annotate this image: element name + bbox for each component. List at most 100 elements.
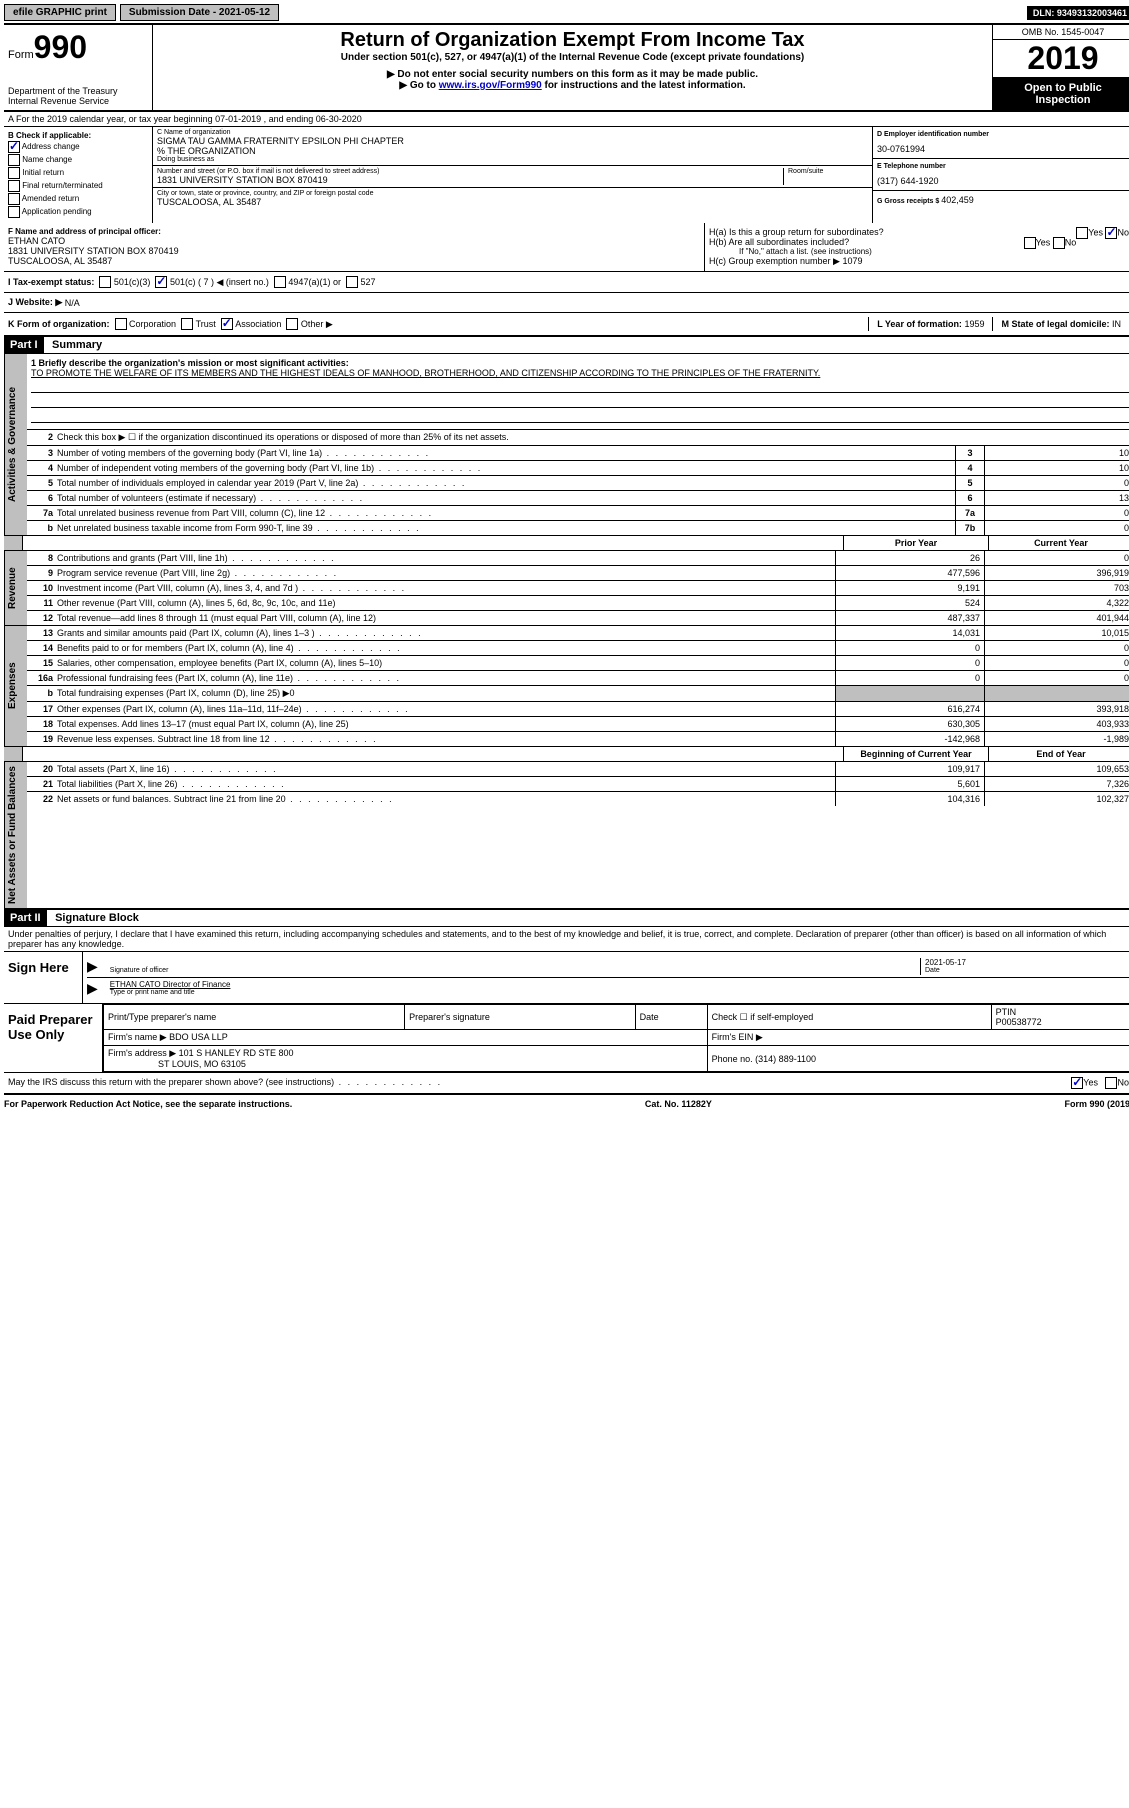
prep-date[interactable]: Date (635, 1005, 707, 1030)
sign-here-block: Sign Here ▶ Signature of officer 2021-05… (4, 952, 1129, 1004)
blank-line (31, 380, 1129, 393)
firm-name-cell: Firm's name ▶ BDO USA LLP (104, 1030, 708, 1046)
tab-governance: Activities & Governance (4, 354, 27, 535)
street-value: 1831 UNIVERSITY STATION BOX 870419 (157, 175, 783, 185)
sig-date-value: 2021-05-17 (925, 958, 1125, 967)
opt-corp: Corporation (129, 319, 176, 329)
hc-value: 1079 (843, 256, 863, 266)
checkbox-icon[interactable] (1024, 237, 1036, 249)
cb-address-change[interactable]: Address change (8, 141, 148, 153)
checkbox-icon[interactable] (181, 318, 193, 330)
checkbox-icon[interactable] (286, 318, 298, 330)
line-num: 4 (27, 461, 55, 475)
line-7b: b Net unrelated business taxable income … (27, 520, 1129, 535)
omb-number: OMB No. 1545-0047 (993, 25, 1129, 40)
curr-val: -1,989 (984, 732, 1129, 746)
prior-val: 477,596 (835, 566, 984, 580)
checkbox-icon[interactable] (346, 276, 358, 288)
checkbox-icon[interactable] (155, 276, 167, 288)
part2-title: Signature Block (49, 910, 145, 926)
line-desc: Total expenses. Add lines 13–17 (must eq… (55, 717, 835, 731)
checkbox-icon[interactable] (1105, 227, 1117, 239)
firm-phone-cell: Phone no. (314) 889-1100 (707, 1046, 1129, 1072)
line-num: 12 (27, 611, 55, 625)
line-18: 18 Total expenses. Add lines 13–17 (must… (27, 716, 1129, 731)
line-2: 2 Check this box ▶ ☐ if the organization… (27, 429, 1129, 445)
ha-row: H(a) Is this a group return for subordin… (709, 227, 1129, 237)
checkbox-icon[interactable] (99, 276, 111, 288)
cb-initial-return[interactable]: Initial return (8, 167, 148, 179)
sign-here-label: Sign Here (4, 952, 83, 1003)
prep-signature[interactable]: Preparer's signature (405, 1005, 635, 1030)
curr-val: 401,944 (984, 611, 1129, 625)
id-right-column: D Employer identification number 30-0761… (872, 127, 1129, 223)
yes-label: Yes (1088, 227, 1103, 237)
line-9: 9 Program service revenue (Part VIII, li… (27, 565, 1129, 580)
officer-addr1: 1831 UNIVERSITY STATION BOX 870419 (8, 246, 700, 256)
line-num: 7a (27, 506, 55, 520)
dln-label: DLN: 93493132003461 (1027, 6, 1129, 20)
prep-print-name[interactable]: Print/Type preparer's name (104, 1005, 405, 1030)
curr-val: 0 (984, 551, 1129, 565)
netassets-content: 20 Total assets (Part X, line 16) 109,91… (27, 762, 1129, 908)
header-right: OMB No. 1545-0047 2019 Open to Public In… (992, 25, 1129, 110)
cb-final-return[interactable]: Final return/terminated (8, 180, 148, 192)
line-box: 7a (955, 506, 984, 520)
opt-other: Other ▶ (301, 319, 333, 330)
sig-officer-field[interactable]: Signature of officer (106, 958, 920, 975)
curr-val: 393,918 (984, 702, 1129, 716)
goto-prefix: ▶ Go to (399, 80, 438, 91)
irs-link[interactable]: www.irs.gov/Form990 (439, 80, 542, 91)
g-label: G Gross receipts $ (877, 198, 941, 205)
prior-val: 524 (835, 596, 984, 610)
checkbox-icon[interactable] (1105, 1077, 1117, 1089)
checkbox-icon[interactable] (1053, 237, 1065, 249)
checkbox-icon[interactable] (274, 276, 286, 288)
line1-label: 1 Briefly describe the organization's mi… (31, 358, 1129, 368)
line-num: 10 (27, 581, 55, 595)
cb-label: Initial return (22, 168, 64, 177)
line-desc: Total revenue—add lines 8 through 11 (mu… (55, 611, 835, 625)
city-label: City or town, state or province, country… (157, 190, 868, 197)
form-subtitle: Under section 501(c), 527, or 4947(a)(1)… (157, 52, 988, 63)
cb-name-change[interactable]: Name change (8, 154, 148, 166)
blank-line (31, 395, 1129, 408)
line-num: 20 (27, 762, 55, 776)
cb-application-pending[interactable]: Application pending (8, 206, 148, 218)
checkbox-icon[interactable] (221, 318, 233, 330)
preparer-table-wrap: Print/Type preparer's name Preparer's si… (103, 1004, 1129, 1072)
firm-name-value: BDO USA LLP (169, 1032, 228, 1042)
phone-label: Phone no. (712, 1054, 756, 1064)
line-val: 0 (984, 476, 1129, 490)
cb-label: Name change (22, 155, 72, 164)
opt-527: 527 (360, 277, 375, 287)
cb-amended-return[interactable]: Amended return (8, 193, 148, 205)
sig-date-label: Date (925, 967, 1125, 974)
l-cell: L Year of formation: 1959 (868, 317, 992, 331)
form-num: 990 (34, 29, 87, 65)
prior-val: -142,968 (835, 732, 984, 746)
prior-val: 0 (835, 641, 984, 655)
line-3: 3 Number of voting members of the govern… (27, 445, 1129, 460)
checkbox-icon (8, 193, 20, 205)
tab-spacer (4, 536, 23, 550)
curr-val: 7,326 (984, 777, 1129, 791)
curr-val: 109,653 (984, 762, 1129, 776)
revenue-content: 8 Contributions and grants (Part VIII, l… (27, 551, 1129, 625)
discuss-label: May the IRS discuss this return with the… (8, 1077, 442, 1089)
line-num: 14 (27, 641, 55, 655)
checkbox-icon[interactable] (1076, 227, 1088, 239)
prep-self-employed[interactable]: Check ☐ if self-employed (707, 1005, 991, 1030)
efile-print-button[interactable]: efile GRAPHIC print (4, 4, 116, 21)
checkbox-icon[interactable] (115, 318, 127, 330)
submission-date-button[interactable]: Submission Date - 2021-05-12 (120, 4, 279, 21)
street-cell: Number and street (or P.O. box if mail i… (153, 166, 872, 188)
checkbox-icon[interactable] (1071, 1077, 1083, 1089)
note-goto: ▶ Go to www.irs.gov/Form990 for instruct… (157, 80, 988, 91)
prior-val: 9,191 (835, 581, 984, 595)
governance-section: Activities & Governance 1 Briefly descri… (4, 354, 1129, 536)
line-desc: Total unrelated business revenue from Pa… (55, 506, 955, 520)
website-value: N/A (65, 298, 80, 308)
line-val: 13 (984, 491, 1129, 505)
line-box: 4 (955, 461, 984, 475)
